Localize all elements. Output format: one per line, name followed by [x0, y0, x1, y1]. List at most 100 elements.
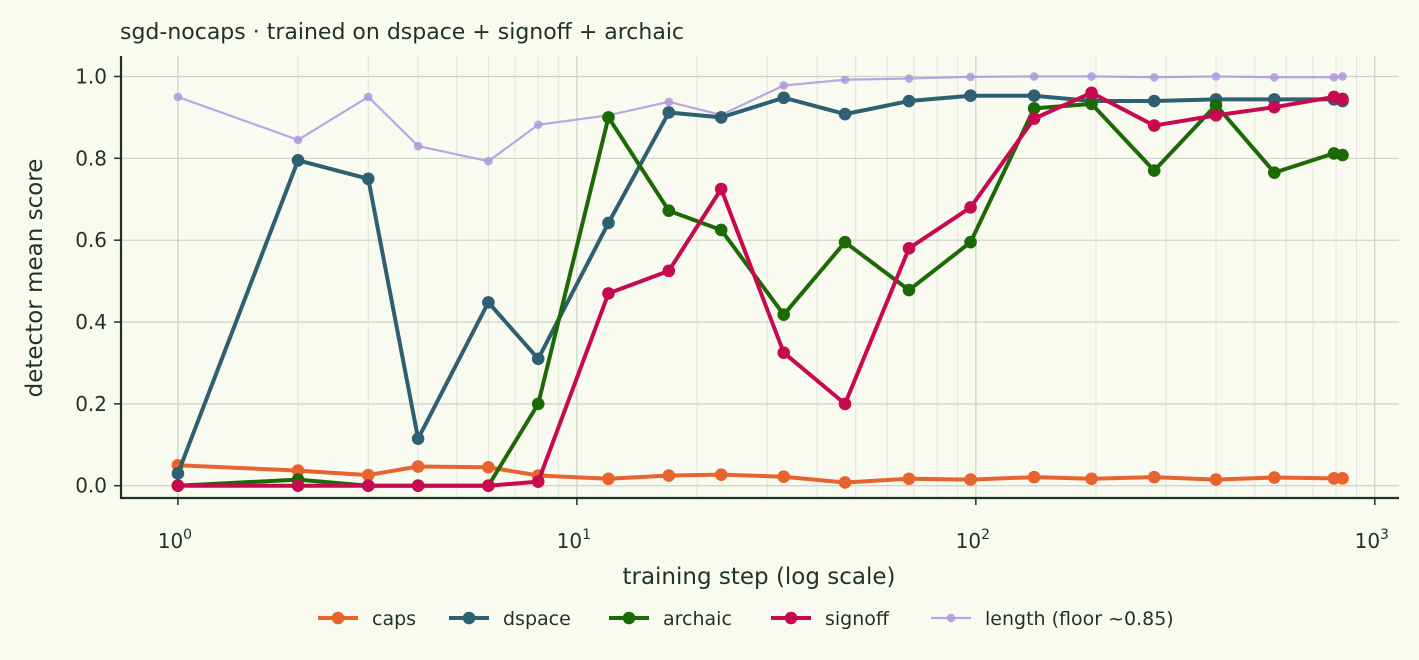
- data-point: [838, 107, 852, 121]
- data-point: [1147, 119, 1161, 132]
- data-point: [1085, 472, 1098, 486]
- y-tick-label: 1.0: [75, 64, 107, 88]
- data-point: [662, 106, 676, 119]
- y-tick-label: 0.6: [75, 228, 107, 252]
- data-point: [602, 287, 615, 300]
- y-ticks: 0.0 0.2 0.4 0.6 0.8 1.0: [75, 64, 121, 498]
- legend-swatch-marker: [622, 611, 636, 625]
- data-point: [1338, 72, 1347, 81]
- data-point: [533, 120, 543, 130]
- data-point: [1268, 471, 1281, 484]
- legend-item: signoff: [771, 608, 890, 630]
- data-point: [411, 432, 425, 445]
- legend-label: archaic: [663, 608, 732, 630]
- data-point: [602, 216, 615, 230]
- data-point: [293, 135, 303, 145]
- data-point: [964, 473, 977, 486]
- data-point: [1211, 72, 1221, 81]
- series-signoff: [171, 86, 1349, 493]
- x-tick-label: 101: [557, 527, 591, 553]
- data-point: [902, 94, 916, 108]
- data-point: [714, 182, 728, 196]
- data-point: [291, 464, 305, 477]
- data-point: [964, 201, 977, 214]
- data-point: [902, 242, 916, 255]
- data-point: [1147, 470, 1161, 484]
- legend-label: dspace: [503, 608, 571, 630]
- data-point: [662, 264, 676, 278]
- data-point: [964, 89, 977, 102]
- data-point: [838, 476, 852, 489]
- data-point: [361, 479, 375, 493]
- data-point: [173, 92, 183, 102]
- data-point: [171, 467, 185, 480]
- data-point: [777, 91, 791, 105]
- data-point: [1085, 86, 1098, 100]
- legend-swatch-marker: [462, 611, 476, 625]
- data-point: [966, 72, 975, 82]
- data-point: [779, 81, 789, 90]
- x-ticks: 100 101 102 103: [158, 498, 1389, 553]
- data-point: [1209, 109, 1223, 122]
- legend-swatch-marker: [946, 613, 956, 623]
- data-point: [482, 461, 495, 474]
- data-point: [1270, 72, 1279, 82]
- data-point: [1268, 166, 1281, 179]
- legend-item: archaic: [609, 608, 732, 630]
- y-tick-label: 0.2: [75, 392, 107, 416]
- legend-label: length (floor ~0.85): [985, 608, 1174, 630]
- data-point: [902, 283, 916, 297]
- data-point: [602, 472, 615, 486]
- y-tick-label: 0.4: [75, 310, 107, 334]
- data-point: [1087, 72, 1096, 81]
- data-point: [1027, 470, 1041, 484]
- data-point: [1027, 102, 1041, 115]
- data-point: [1329, 72, 1339, 82]
- legend-item: dspace: [449, 608, 571, 630]
- data-point: [411, 479, 425, 493]
- data-point: [1085, 97, 1098, 111]
- data-point: [1268, 100, 1281, 114]
- data-point: [714, 223, 728, 237]
- data-point: [902, 472, 916, 486]
- series-line: [175, 463, 1345, 485]
- data-point: [363, 92, 373, 102]
- legend-swatch-marker: [331, 611, 345, 625]
- legend-label: caps: [372, 608, 416, 630]
- data-point: [1209, 98, 1223, 112]
- data-point: [531, 475, 545, 488]
- data-point: [904, 74, 914, 83]
- data-point: [531, 397, 545, 411]
- x-axis-label: training step (log scale): [622, 564, 895, 590]
- data-point: [664, 97, 674, 107]
- data-point: [1336, 472, 1349, 485]
- legend-swatch-marker: [784, 611, 798, 625]
- data-point: [482, 479, 495, 493]
- data-point: [411, 460, 425, 473]
- data-point: [777, 346, 791, 360]
- y-axis-label: detector mean score: [22, 159, 48, 398]
- data-point: [1336, 148, 1349, 162]
- data-point: [777, 470, 791, 484]
- legend: caps dspace archaic signoff length (floor ~0…: [318, 608, 1174, 630]
- data-point: [484, 156, 493, 166]
- data-point: [1027, 89, 1041, 102]
- data-point: [361, 468, 375, 482]
- data-point: [838, 235, 852, 249]
- chart-title: sgd-nocaps · trained on dspace + signoff…: [120, 20, 684, 45]
- legend-item: caps: [318, 608, 416, 630]
- axes: [119, 56, 1399, 500]
- data-point: [602, 111, 615, 124]
- data-point: [361, 172, 375, 186]
- data-point: [1336, 92, 1349, 106]
- data-point: [838, 397, 852, 411]
- data-point: [531, 352, 545, 366]
- data-point: [1027, 112, 1041, 125]
- data-point: [964, 235, 977, 249]
- data-point: [1209, 473, 1223, 486]
- data-point: [1149, 72, 1159, 82]
- data-point: [482, 296, 495, 309]
- legend-item: length (floor ~0.85): [931, 608, 1174, 630]
